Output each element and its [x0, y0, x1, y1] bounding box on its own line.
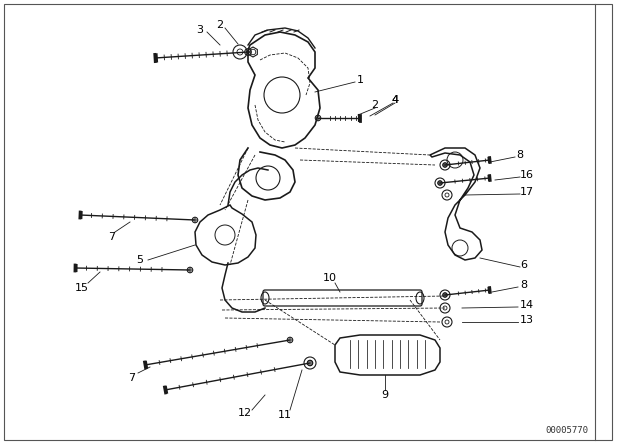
Text: 4: 4: [392, 95, 399, 105]
Text: 15: 15: [75, 283, 89, 293]
Text: 7: 7: [108, 232, 116, 242]
Text: 5: 5: [136, 255, 143, 265]
Text: 6: 6: [520, 260, 527, 270]
Text: 2: 2: [216, 20, 223, 30]
Text: 4: 4: [392, 95, 399, 105]
Text: 13: 13: [520, 315, 534, 325]
Text: 9: 9: [381, 390, 388, 400]
Text: 1: 1: [356, 75, 364, 85]
Text: 2: 2: [371, 100, 379, 110]
Text: 14: 14: [520, 300, 534, 310]
Text: 11: 11: [278, 410, 292, 420]
Text: 7: 7: [129, 373, 136, 383]
Text: 12: 12: [238, 408, 252, 418]
Text: 00005770: 00005770: [545, 426, 588, 435]
Text: 10: 10: [323, 273, 337, 283]
Text: 8: 8: [516, 150, 524, 160]
Text: 16: 16: [520, 170, 534, 180]
Text: 17: 17: [520, 187, 534, 197]
Text: 3: 3: [196, 25, 204, 35]
Text: 8: 8: [520, 280, 527, 290]
